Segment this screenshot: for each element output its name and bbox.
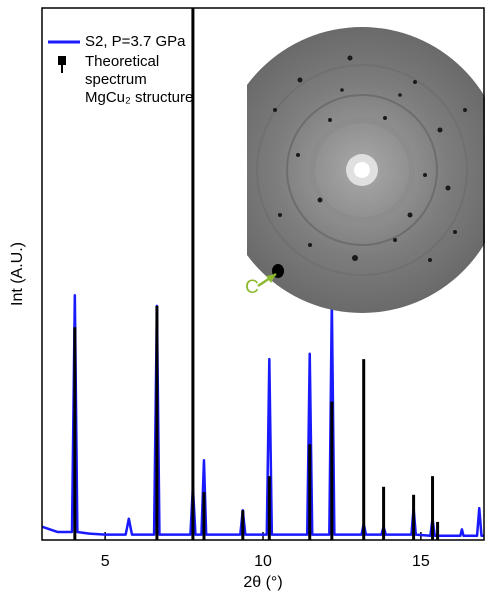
inset-image [247, 27, 485, 313]
plot-frame [41, 7, 485, 541]
legend-label: S2, P=3.7 GPa [85, 33, 186, 50]
data-line [41, 294, 484, 537]
x-axis-title: 2θ (°) [243, 574, 282, 591]
plot-area: 5 10 15 [41, 8, 484, 570]
x-tick-label: 15 [412, 553, 430, 570]
legend-marker [58, 56, 66, 65]
y-axis-title: Int (A.U.) [9, 242, 26, 306]
legend-label: Theoretical spectrum MgCu₂ structure [85, 53, 194, 106]
annotation: C [245, 277, 259, 298]
x-tick-label: 5 [101, 553, 110, 570]
x-tick-label: 10 [254, 553, 272, 570]
